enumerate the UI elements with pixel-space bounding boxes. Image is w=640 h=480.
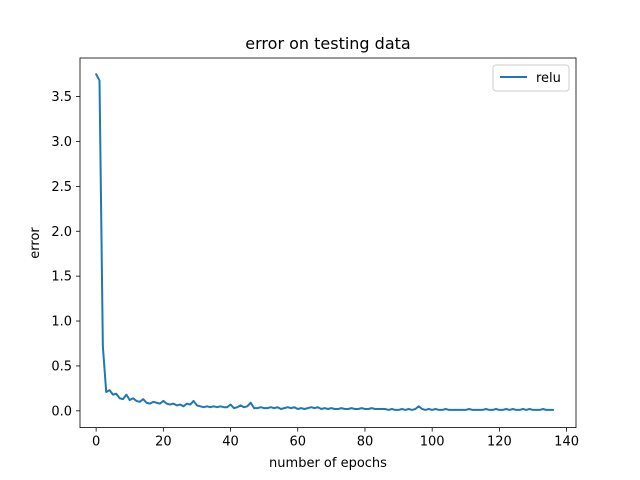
y-tick-label: 2.0 [51,225,72,240]
x-tick-label: 60 [289,435,306,450]
chart-title: error on testing data [245,34,410,53]
y-tick-label: 0.5 [51,359,72,374]
series-line-relu [95,73,555,411]
x-axis-ticks: 0 20 40 60 80 100 120 140 [92,427,579,450]
y-tick-label: 2.5 [51,180,72,195]
x-tick-label: 0 [92,435,100,450]
legend: relu [492,64,570,92]
x-tick-label: 20 [155,435,172,450]
x-axis-label: number of epochs [269,456,387,471]
y-tick-label: 0.0 [51,404,72,419]
x-tick-label: 120 [487,435,512,450]
plot-frame [79,57,577,429]
y-tick-label: 1.0 [51,315,72,330]
x-tick-label: 80 [357,435,374,450]
plot-area [80,58,576,428]
series-layer [95,73,555,411]
y-axis-ticks: 0.0 0.5 1.0 1.5 2.0 2.5 3.0 3.5 [51,90,80,419]
y-tick-label: 1.5 [51,270,72,285]
y-tick-label: 3.0 [51,135,72,150]
x-tick-label: 100 [420,435,445,450]
y-tick-label: 3.5 [51,90,72,105]
x-tick-label: 140 [554,435,579,450]
legend-box [492,64,570,92]
y-axis-label: error [28,227,43,259]
legend-label: relu [536,71,561,86]
x-tick-label: 40 [222,435,239,450]
